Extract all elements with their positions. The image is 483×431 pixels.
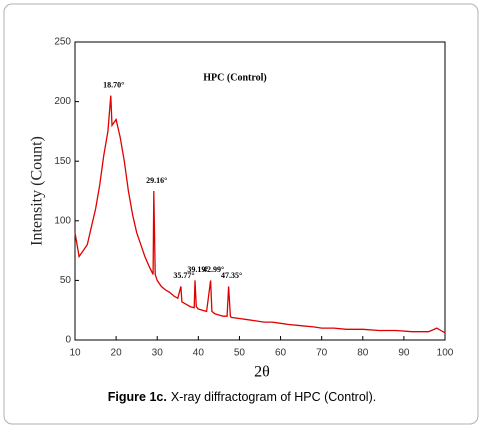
caption-text: X-ray diffractogram of HPC (Control). <box>171 390 376 404</box>
caption-label: Figure 1c. <box>108 390 167 404</box>
x-tick-label: 10 <box>69 348 81 359</box>
peak-label: 42.99° <box>203 265 224 274</box>
y-tick-label: 0 <box>65 335 71 346</box>
x-tick-label: 80 <box>357 348 369 359</box>
plot-frame <box>74 41 446 341</box>
peak-label: 29.16° <box>146 176 167 185</box>
peak-label: 35.77° <box>173 271 194 280</box>
x-tick-label: 70 <box>316 348 328 359</box>
y-axis-label: Intensity (Count) <box>29 136 46 246</box>
peak-label: 47.35° <box>221 271 242 280</box>
figure-frame <box>3 3 479 425</box>
x-tick-label: 20 <box>111 348 123 359</box>
x-tick-label: 40 <box>193 348 205 359</box>
x-tick-label: 60 <box>275 348 287 359</box>
peak-label: 18.70° <box>103 80 124 89</box>
data-line <box>74 95 446 334</box>
y-tick-label: 150 <box>54 156 71 167</box>
x-tick-label: 50 <box>234 348 246 359</box>
y-tick-label: 50 <box>60 275 72 286</box>
y-tick-label: 200 <box>54 96 71 107</box>
chart-title: HPC (Control) <box>203 72 266 83</box>
x-tick-label: 100 <box>437 348 454 359</box>
x-axis-label: 2θ <box>254 364 270 381</box>
y-tick-label: 100 <box>54 215 71 226</box>
x-tick-label: 90 <box>398 348 410 359</box>
x-tick-label: 30 <box>152 348 164 359</box>
peak-label: 39.19° <box>187 265 208 274</box>
y-tick-label: 250 <box>54 37 71 48</box>
caption: Figure 1c. X-ray diffractogram of HPC (Co… <box>108 390 376 404</box>
